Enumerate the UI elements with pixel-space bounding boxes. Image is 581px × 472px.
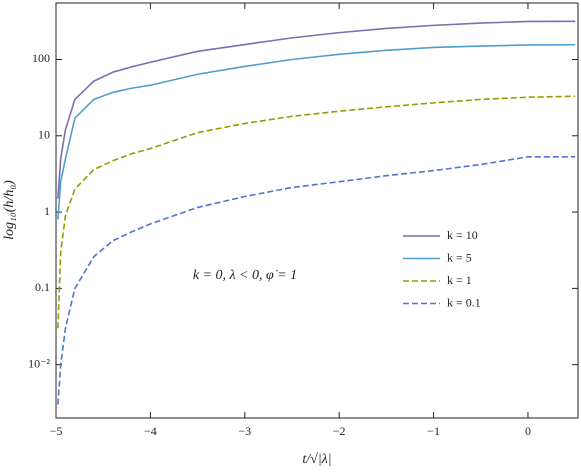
x-axis-label: t/√|λ| [302,452,331,467]
legend-label: k = 0.1 [447,295,481,309]
series-line [57,156,576,405]
series-line [57,95,576,329]
x-tick-label: −5 [50,424,63,438]
legend-label: k = 1 [447,273,472,287]
annotation: k = 0, λ < 0, φ̇ = 1 [193,268,297,283]
y-tick-label: 10⁻² [28,356,50,370]
plot-frame [55,2,579,419]
x-tick-label: −1 [427,424,440,438]
y-tick-label: 100 [32,51,50,65]
y-tick-label: 1 [44,204,50,218]
x-tick-label: −4 [144,424,157,438]
y-axis-label: log₁₀(h/h₀) [2,180,17,240]
series-line [57,20,576,199]
legend-label: k = 10 [447,228,478,242]
x-tick-label: −2 [333,424,346,438]
y-tick-label: 0.1 [35,280,50,294]
legend-label: k = 5 [447,250,472,264]
series-line [57,43,576,220]
x-tick-label: 0 [525,424,531,438]
y-tick-label: 10 [38,128,50,142]
x-tick-label: −3 [238,424,251,438]
